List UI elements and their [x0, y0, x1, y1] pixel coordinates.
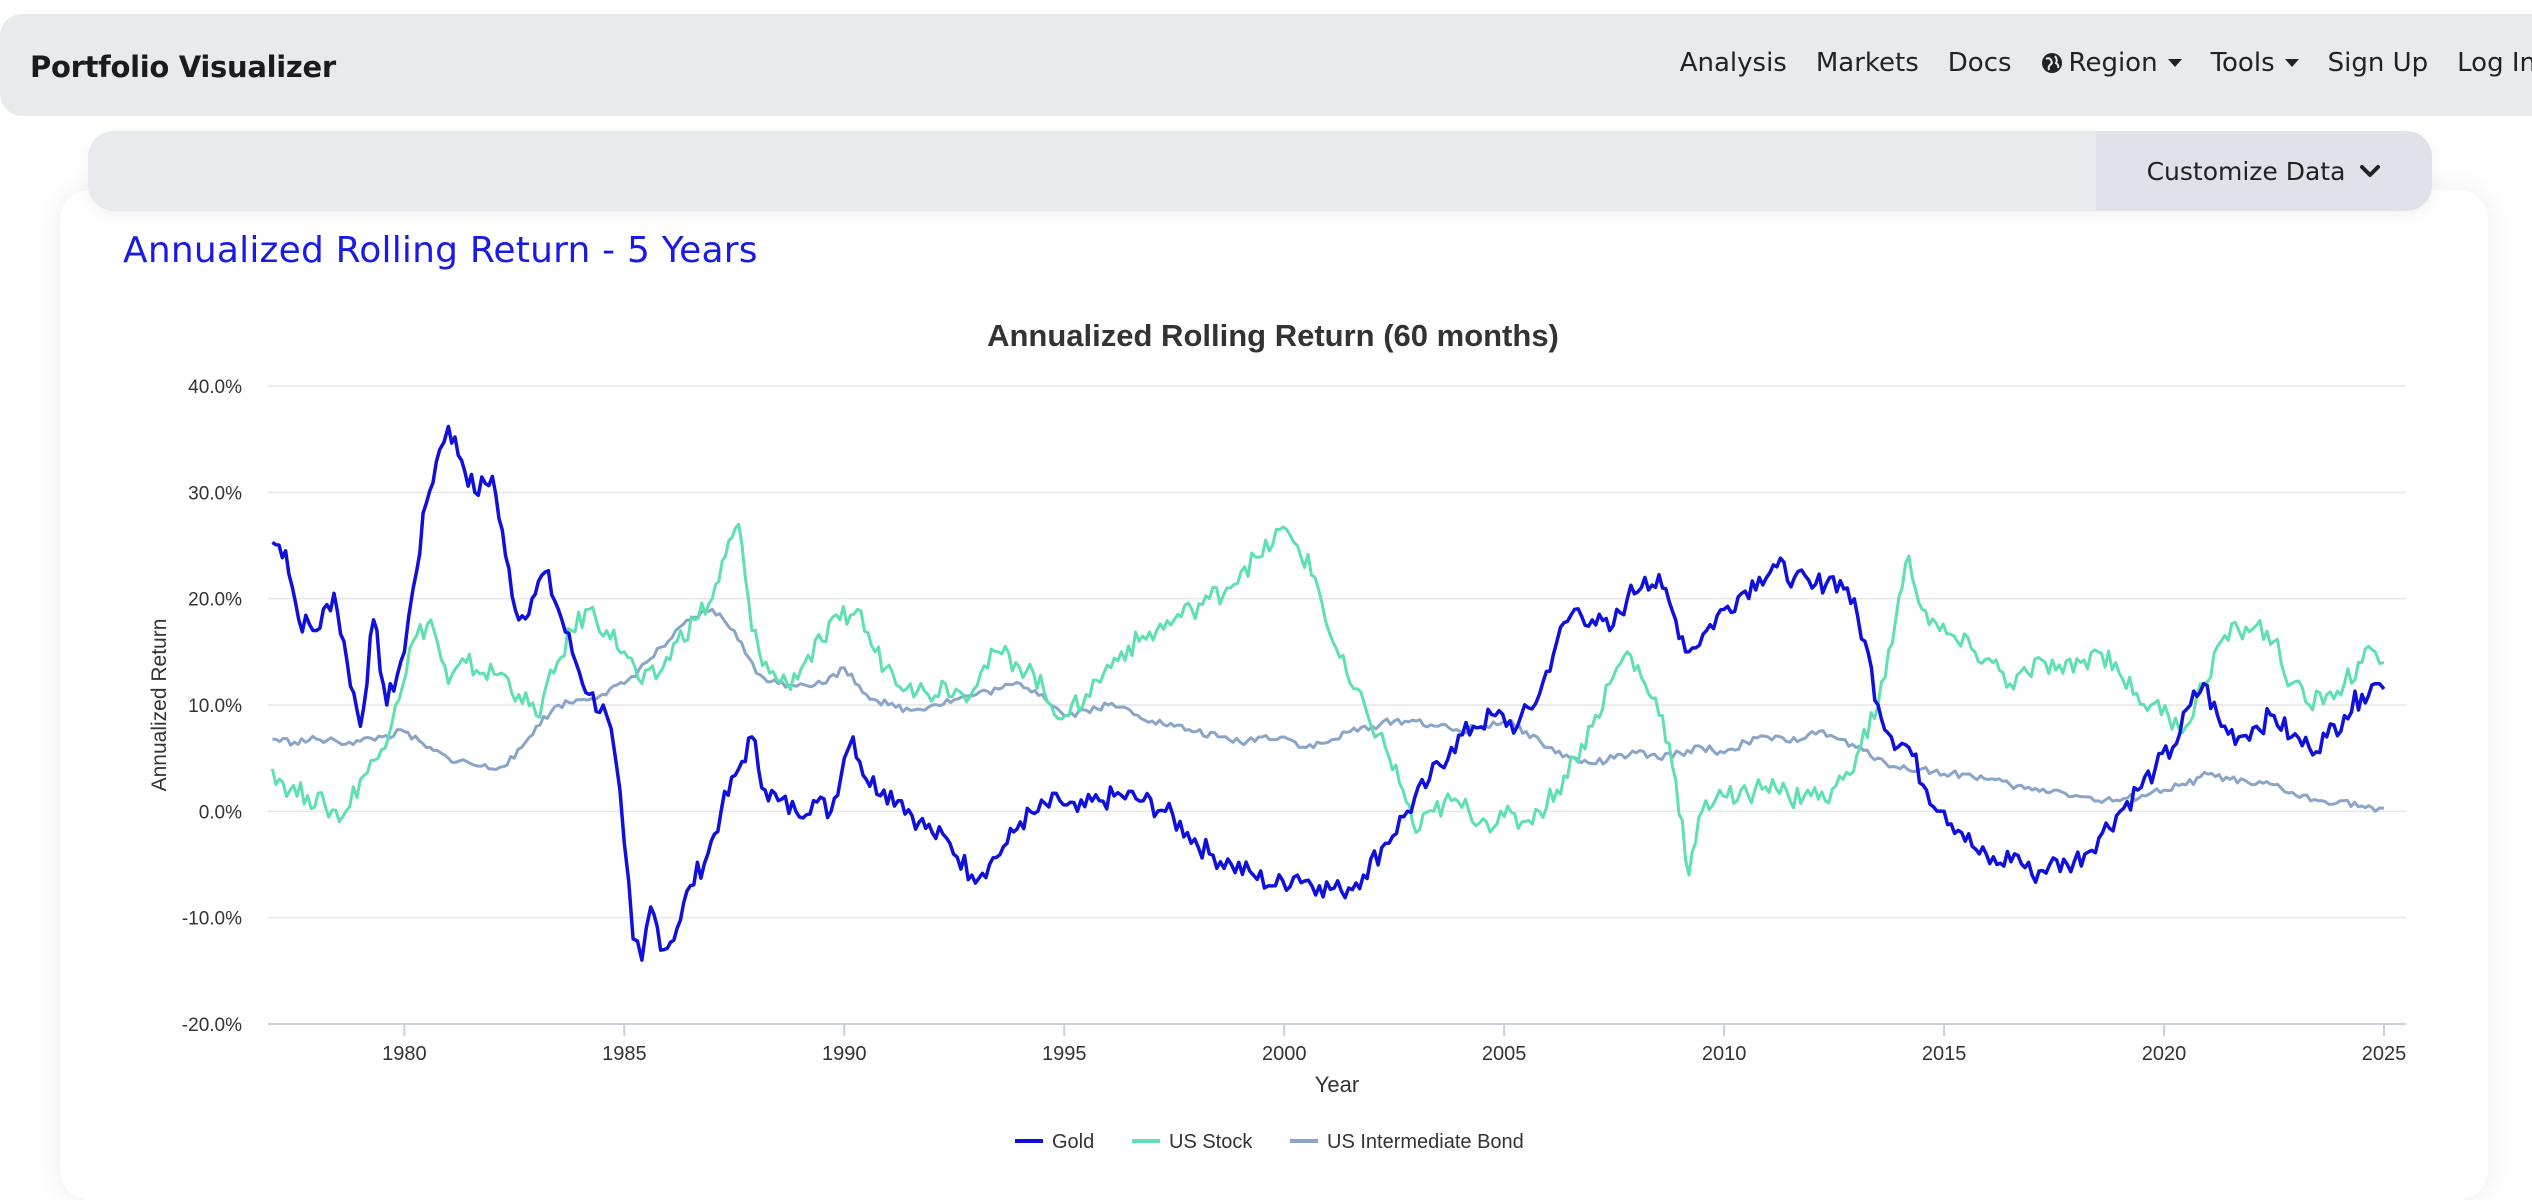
y-tick-label: -20.0% — [182, 1015, 242, 1036]
chart-card — [60, 190, 2488, 1200]
nav-links: Analysis Markets Docs Region Tools Sign … — [1680, 48, 2532, 78]
top-navbar: Portfolio Visualizer Analysis Markets Do… — [0, 14, 2532, 116]
legend-item: US Intermediate Bond — [1327, 1131, 1524, 1153]
globe-icon — [2041, 53, 2062, 73]
x-tick-label: 1995 — [1042, 1043, 1087, 1065]
section-title: Annualized Rolling Return - 5 Years — [123, 230, 758, 271]
customize-data-button[interactable]: Customize Data — [2096, 131, 2432, 211]
y-tick-label: 20.0% — [188, 590, 242, 611]
nav-sign-up-label: Sign Up — [2327, 48, 2429, 78]
y-tick-label: 10.0% — [188, 696, 242, 717]
y-tick-label: 0.0% — [199, 802, 242, 823]
nav-analysis-label: Analysis — [1679, 48, 1787, 78]
series-line-us-intermediate-bond — [272, 607, 2385, 813]
caret-down-icon — [2167, 59, 2182, 67]
nav-region-label: Region — [2068, 48, 2158, 78]
nav-sign-up[interactable]: Sign Up — [2328, 48, 2429, 78]
legend-item: US Stock — [1169, 1131, 1253, 1153]
y-axis-label: Annualized Return — [148, 619, 171, 792]
nav-tools-dropdown[interactable]: Tools — [2211, 48, 2299, 78]
nav-tools-label: Tools — [2210, 48, 2275, 78]
rolling-return-chart: 40.0% 30.0% 20.0% 10.0% 0.0% -10.0% -20.0% 1980… — [148, 318, 2407, 1153]
brand-logo[interactable]: Portfolio Visualizer — [30, 50, 336, 84]
nav-markets[interactable]: Markets — [1816, 48, 1919, 78]
series-line-us-stock — [270, 522, 2385, 877]
nav-docs[interactable]: Docs — [1948, 48, 2012, 78]
chevron-down-icon — [2360, 165, 2381, 177]
x-tick-label: 1985 — [602, 1043, 647, 1065]
caret-down-icon — [2284, 59, 2299, 67]
x-tick-label: 2000 — [1262, 1043, 1307, 1065]
nav-analysis[interactable]: Analysis — [1680, 48, 1787, 78]
customize-data-label: Customize Data — [2146, 156, 2346, 186]
x-axis-label: Year — [1315, 1072, 1359, 1097]
x-tick-label: 1990 — [822, 1043, 867, 1065]
nav-docs-label: Docs — [1947, 48, 2012, 78]
nav-log-in-label: Log In — [2457, 48, 2532, 78]
toolbar: Customize Data — [88, 131, 2432, 211]
legend-item: Gold — [1052, 1131, 1094, 1153]
x-tick-label: 1980 — [382, 1043, 427, 1065]
x-tick-label: 2005 — [1482, 1043, 1527, 1065]
x-tick-label: 2010 — [1702, 1043, 1747, 1065]
nav-region-dropdown[interactable]: Region — [2041, 48, 2182, 78]
x-tick-label: 2025 — [2362, 1043, 2407, 1065]
nav-markets-label: Markets — [1815, 48, 1919, 78]
y-tick-label: 30.0% — [188, 483, 242, 504]
series-line-gold — [271, 424, 2386, 962]
chart-title: Annualized Rolling Return (60 months) — [987, 318, 1559, 353]
nav-log-in[interactable]: Log In — [2457, 48, 2532, 78]
x-tick-label: 2015 — [1922, 1043, 1967, 1065]
y-tick-label: 40.0% — [188, 377, 242, 398]
x-tick-label: 2020 — [2142, 1043, 2187, 1065]
y-tick-label: -10.0% — [182, 909, 242, 930]
